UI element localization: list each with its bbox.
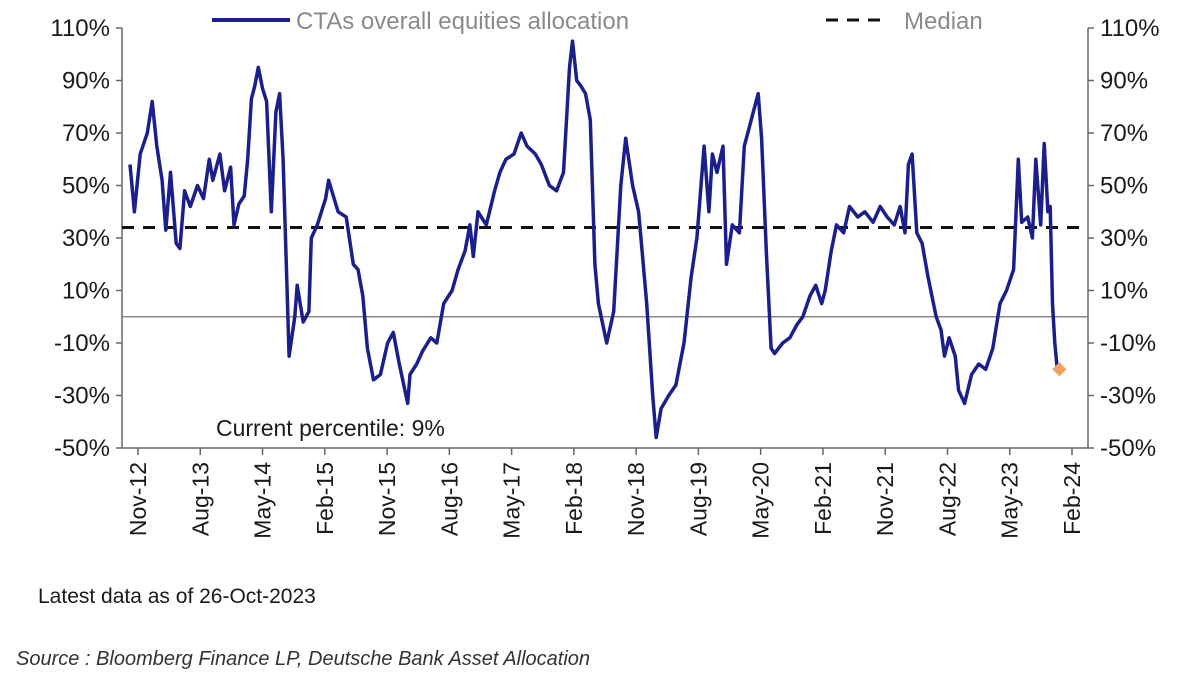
x-tick-label: Feb-15 — [312, 462, 338, 535]
y-tick-label-right: 110% — [1100, 15, 1160, 42]
y-tick-label-right: -10% — [1100, 330, 1156, 357]
x-tick-label: Nov-12 — [125, 462, 151, 536]
legend-median-label: Median — [904, 8, 983, 35]
cta-allocation-chart: CTAs overall equities allocation Median … — [50, 8, 1160, 539]
y-tick-label-left: -50% — [54, 435, 110, 462]
latest-data-note: Latest data as of 26-Oct-2023 — [38, 585, 316, 608]
y-tick-label-left: 10% — [62, 278, 110, 305]
x-tick-label: Aug-13 — [187, 462, 213, 536]
y-tick-label-right: -30% — [1100, 383, 1156, 410]
x-tick-label: May-23 — [997, 462, 1023, 539]
x-tick-label: Aug-16 — [436, 462, 462, 536]
axes — [121, 28, 1089, 449]
percentile-annotation: Current percentile: 9% — [216, 415, 445, 441]
y-tick-label-left: 50% — [62, 173, 110, 200]
y-axis-right: 110% 90% 70% 50% 30% 10% -10% -30% -50% — [1088, 15, 1160, 462]
y-tick-label-left: 90% — [62, 68, 110, 95]
y-tick-label-right: 90% — [1100, 68, 1148, 95]
series-line-cta-allocation — [128, 39, 1060, 440]
y-tick-label-right: 10% — [1100, 278, 1148, 305]
y-tick-label-right: 50% — [1100, 173, 1148, 200]
x-tick-label: Aug-22 — [934, 462, 960, 536]
x-axis: Nov-12 Aug-13 May-14 Feb-15 Nov-15 Aug-16 May-… — [125, 448, 1085, 539]
y-tick-label-left: -10% — [54, 330, 110, 357]
y-tick-label-left: 110% — [50, 15, 110, 42]
latest-point-marker — [1052, 362, 1067, 377]
x-tick-label: Feb-24 — [1059, 462, 1085, 535]
x-tick-label: May-14 — [250, 462, 276, 539]
x-tick-label: Feb-18 — [561, 462, 587, 535]
y-axis-left: 110% 90% 70% 50% 30% 10% -10% -30% -50% — [50, 15, 122, 462]
y-tick-label-right: 70% — [1100, 120, 1148, 147]
y-tick-label-left: -30% — [54, 383, 110, 410]
y-tick-label-left: 70% — [62, 120, 110, 147]
source-note: Source : Bloomberg Finance LP, Deutsche … — [16, 648, 591, 670]
x-tick-label: May-20 — [748, 462, 774, 539]
x-tick-label: Feb-21 — [810, 462, 836, 535]
legend: CTAs overall equities allocation Median — [212, 8, 983, 35]
y-tick-label-right: 30% — [1100, 225, 1148, 252]
y-tick-label-left: 30% — [62, 225, 110, 252]
x-tick-label: Nov-18 — [623, 462, 649, 536]
x-tick-label: May-17 — [499, 462, 525, 539]
x-tick-label: Nov-15 — [374, 462, 400, 536]
y-tick-label-right: -50% — [1100, 435, 1156, 462]
x-tick-label: Nov-21 — [872, 462, 898, 536]
x-tick-label: Aug-19 — [685, 462, 711, 536]
legend-series-label: CTAs overall equities allocation — [296, 8, 629, 35]
